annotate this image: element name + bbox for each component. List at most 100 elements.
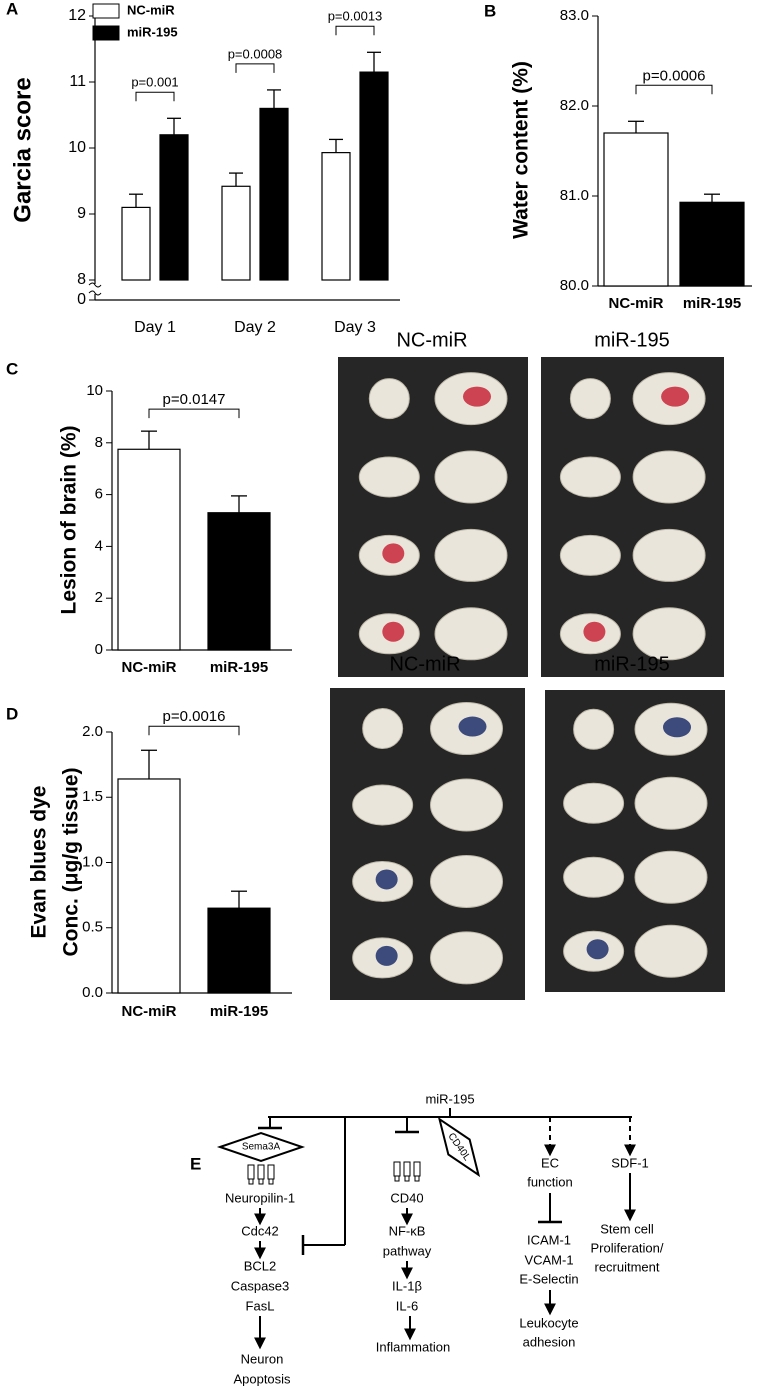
significance-bracket [148,725,240,736]
brain-slice [634,850,708,904]
brain-slice [362,708,404,750]
panel-label: D [6,704,18,723]
p-value: p=0.0006 [643,67,706,84]
lesion [382,621,405,642]
legend-label: NC-miR [127,2,175,17]
y-tick-label: 1.0 [82,853,103,870]
brain-slice [569,378,611,420]
diagram-label: Inflammation [376,1339,450,1354]
receptor [404,1175,410,1182]
y-tick-label: 11 [69,73,86,90]
diagram-label: FasL [246,1298,275,1313]
brain-slice [434,450,508,504]
diagram-label: Leukocyte [519,1315,578,1330]
receptor [248,1178,254,1185]
y-tick-label: 10 [68,139,86,156]
receptor [413,1161,421,1177]
x-tick-label: Day 2 [234,319,276,336]
lesion [375,869,398,890]
receptor [267,1164,275,1180]
receptor [258,1178,264,1185]
diagram-label: ICAM-1 [527,1232,571,1247]
diagram-label: Neuropilin-1 [225,1190,295,1205]
photo-label: NC-miR [389,653,460,675]
diagram-label: BCL2 [244,1258,277,1273]
receptor [268,1178,274,1185]
bar [321,152,351,281]
y-tick-label: 0.5 [82,919,103,936]
panel-label: B [484,1,496,20]
legend-swatch [92,3,120,19]
bar [121,206,151,281]
y-tick-label: 10 [86,382,103,399]
diagram-label: Sema3A [242,1142,281,1153]
significance-bracket [135,91,175,102]
diagram-label: recruitment [594,1259,659,1274]
y-tick-label: 8 [95,434,103,451]
lesion [583,621,606,642]
bar [359,71,389,281]
brain-slice [563,856,625,898]
diagram-label: IL-1β [392,1278,422,1293]
x-tick-label: NC-miR [122,659,177,676]
brain-slice [430,931,503,985]
diagram-label: SDF-1 [611,1155,649,1170]
lesion [458,716,487,737]
lesion [663,717,691,738]
y-axis-label: Conc. (μg/g tissue) [60,767,83,956]
x-tick-label: Day 1 [134,319,176,336]
diagram-label: Stem cell [600,1221,654,1236]
bar [259,107,289,281]
y-tick-label: 2 [95,589,103,606]
photo-label: miR-195 [594,653,670,675]
brain-slice [434,528,508,582]
receptor [403,1161,411,1177]
y-axis-label: Evan blues dye [28,786,51,939]
x-tick-label: NC-miR [122,1003,177,1020]
diagram-label: Apoptosis [233,1371,291,1386]
brain-slice [430,854,503,908]
lesion [661,386,690,407]
x-tick-label: miR-195 [683,295,741,312]
y-tick-label: 6 [95,486,103,503]
y-tick-label: 2.0 [82,723,103,740]
axis-break [88,282,102,296]
y-tick-label: 12 [68,7,86,24]
bar [603,132,669,287]
y-tick-label: 83.0 [560,7,589,24]
panel-label: A [6,0,18,18]
brain-slice [430,778,503,832]
brain-slice [368,378,410,420]
receptor [247,1164,255,1180]
brain-slice [559,456,621,498]
brain-slice [573,708,615,750]
diagram-label: E-Selectin [519,1271,578,1286]
brain-slice [632,607,706,661]
x-tick-label: Day 3 [334,319,376,336]
p-value: p=0.0013 [328,9,383,24]
bar [207,512,271,651]
significance-bracket [148,408,240,419]
diagram-label: CD40 [390,1190,423,1205]
panel-label: E [190,1154,201,1173]
y-tick-label: 4 [95,537,103,554]
brain-slice [632,528,706,582]
receptor [257,1164,265,1180]
diamond [437,1116,481,1178]
y-tick-label: 80.0 [560,277,589,294]
y-axis-label: Lesion of brain (%) [58,426,81,615]
y-tick-label: 9 [77,205,86,222]
diagram-label: Cdc42 [241,1223,279,1238]
significance-bracket [235,63,275,73]
lesion [382,543,405,564]
brain-slice [352,784,414,826]
lesion [463,386,491,407]
diagram-label: adhesion [523,1334,576,1349]
diagram-source: miR-195 [425,1091,474,1106]
receptor [394,1175,400,1182]
diagram-label: pathway [383,1243,432,1258]
cd40l-shape [437,1116,481,1178]
significance-bracket [635,84,713,95]
p-value: p=0.0016 [163,708,226,725]
y-tick-label: 1.5 [82,788,103,805]
